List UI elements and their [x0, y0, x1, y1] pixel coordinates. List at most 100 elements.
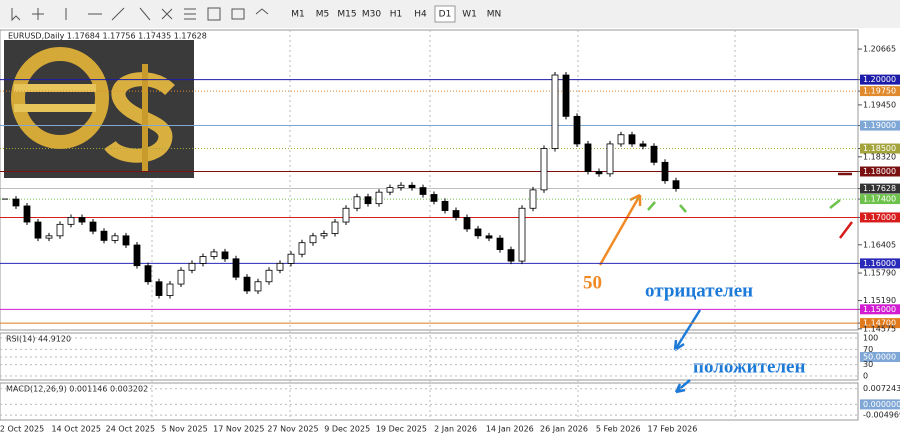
candle — [199, 256, 207, 264]
candle — [78, 217, 86, 223]
candle — [430, 194, 438, 202]
rsi-header: RSI(14) 44.9120 — [6, 335, 71, 344]
candle — [276, 262, 284, 271]
candle — [177, 269, 185, 285]
candle — [353, 196, 361, 209]
annotation-negative: отрицателен — [645, 280, 753, 301]
date-label: 2 Oct 2025 — [0, 425, 44, 434]
candle — [287, 253, 295, 264]
price-tick-label: 1.15790 — [863, 269, 896, 278]
timeframe-button[interactable]: M1 — [291, 10, 305, 20]
candle — [463, 217, 471, 230]
date-label: 5 Nov 2025 — [162, 425, 208, 434]
date-label: 19 Dec 2025 — [376, 425, 427, 434]
pane-tick-label: -0.004969 — [863, 411, 900, 420]
candle — [210, 251, 218, 257]
date-label: 24 Oct 2025 — [106, 425, 155, 434]
candle — [496, 237, 504, 251]
candle — [485, 235, 493, 239]
candle — [518, 207, 526, 262]
price-tick-label: 1.20000 — [863, 75, 896, 84]
candle — [331, 221, 339, 234]
price-tick-label: 1.18500 — [863, 144, 896, 153]
pane-label-box — [860, 399, 900, 410]
date-label: 14 Jan 2026 — [486, 425, 534, 434]
date-label: 27 Nov 2025 — [267, 425, 318, 434]
pane-tick-label: 100 — [863, 334, 878, 343]
candle — [551, 74, 559, 149]
candle — [606, 143, 614, 175]
candle — [540, 148, 548, 191]
candle — [45, 235, 53, 239]
candle — [375, 191, 383, 205]
timeframe-button[interactable]: H4 — [414, 10, 427, 20]
pane-tick-label: 0.007243 — [863, 384, 900, 393]
date-label: 26 Jan 2026 — [540, 425, 588, 434]
price-label-box — [860, 143, 900, 154]
price-tick-label: 1.15000 — [863, 305, 896, 314]
candle — [661, 161, 669, 182]
price-tick-label: 1.17628 — [863, 184, 896, 193]
price-label-box — [860, 318, 900, 329]
price-tick-label: 1.18000 — [863, 167, 896, 176]
candle — [166, 283, 174, 296]
candle — [111, 235, 119, 241]
date-label: 9 Dec 2025 — [324, 425, 370, 434]
price-label-box — [860, 212, 900, 223]
timeframe-button[interactable]: W1 — [462, 10, 477, 20]
timeframe-button[interactable]: M30 — [362, 10, 381, 20]
macd-header: MACD(12,26,9) 0.001146 0.003202 — [6, 385, 148, 394]
date-label: 17 Feb 2026 — [648, 425, 698, 434]
price-tick-label: 1.17000 — [863, 213, 896, 222]
timeframe-button[interactable]: M5 — [316, 10, 330, 20]
pane-tick-label: 50.0000 — [863, 353, 896, 362]
price-tick-label: 1.16000 — [863, 259, 896, 268]
candle — [562, 74, 570, 117]
candle — [386, 187, 394, 193]
chart-header: EURUSD,Daily 1.17684 1.17756 1.17435 1.1… — [8, 32, 207, 41]
price-tick-label: 1.19750 — [863, 87, 896, 96]
candle — [188, 262, 196, 271]
date-label: 14 Oct 2025 — [51, 425, 100, 434]
candle — [155, 281, 163, 296]
pane-label-box — [860, 352, 900, 362]
candle — [573, 115, 581, 145]
price-tick-label: 1.19450 — [863, 100, 896, 109]
candle — [672, 180, 680, 189]
timeframe-button[interactable]: M15 — [337, 10, 356, 20]
candle — [452, 210, 460, 218]
price-label-box — [860, 304, 900, 315]
candle — [221, 251, 229, 260]
candle — [595, 171, 603, 175]
price-tick-label: 1.15190 — [863, 296, 896, 305]
price-label-box — [860, 86, 900, 97]
candle — [56, 223, 64, 237]
timeframe-button[interactable]: D1 — [439, 10, 452, 20]
timeframe-button[interactable]: H1 — [390, 10, 403, 20]
pane-tick-label: 0 — [863, 372, 868, 381]
price-tick-label: 1.17400 — [863, 195, 896, 204]
candle — [309, 235, 317, 244]
candle — [408, 184, 416, 188]
candle — [320, 233, 328, 237]
candle — [12, 198, 20, 207]
candle — [144, 265, 152, 283]
candle — [133, 244, 141, 267]
candle — [584, 143, 592, 172]
annotation-positive: положителен — [693, 356, 805, 377]
date-label: 5 Feb 2026 — [596, 425, 641, 434]
price-label-box — [860, 74, 900, 85]
candle — [342, 207, 350, 223]
price-label-box — [860, 120, 900, 131]
candle — [67, 217, 75, 225]
candle — [265, 269, 273, 283]
active-timeframe — [434, 5, 456, 23]
candle — [298, 242, 306, 255]
candle — [474, 228, 482, 237]
candle — [89, 221, 97, 232]
candle — [100, 230, 108, 241]
date-label: 17 Nov 2025 — [213, 425, 264, 434]
candle — [650, 145, 658, 163]
timeframe-button[interactable]: MN — [487, 10, 502, 20]
